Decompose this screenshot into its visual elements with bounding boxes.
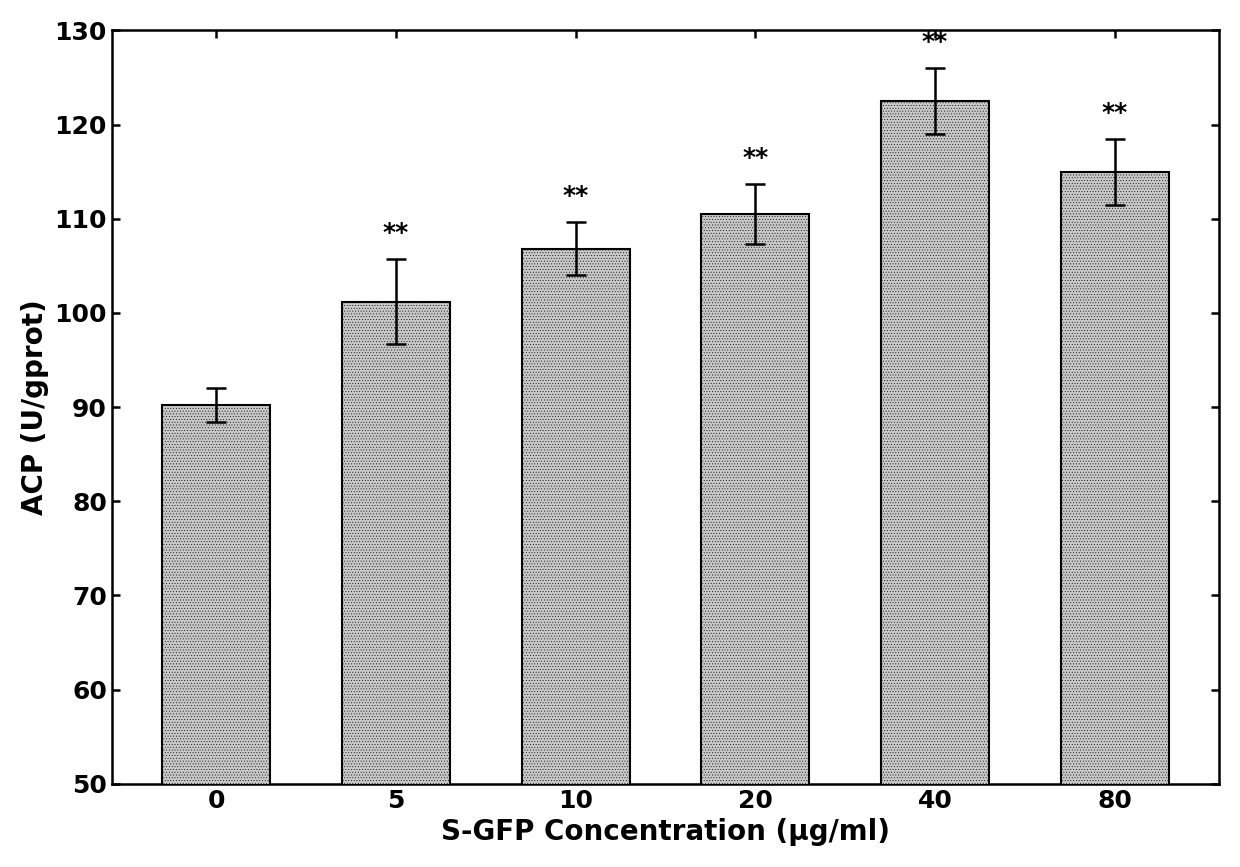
X-axis label: S-GFP Concentration (μg/ml): S-GFP Concentration (μg/ml) (441, 818, 890, 846)
Bar (702, 214, 810, 867)
Text: **: ** (1102, 101, 1128, 125)
Bar (522, 249, 630, 867)
Text: **: ** (383, 221, 409, 245)
Y-axis label: ACP (U/gprot): ACP (U/gprot) (21, 299, 48, 515)
Bar (882, 101, 990, 867)
Text: **: ** (923, 29, 949, 54)
Text: **: ** (563, 185, 589, 208)
Text: **: ** (743, 146, 769, 170)
Bar (342, 302, 450, 867)
Bar (1061, 172, 1169, 867)
Bar (162, 405, 270, 867)
